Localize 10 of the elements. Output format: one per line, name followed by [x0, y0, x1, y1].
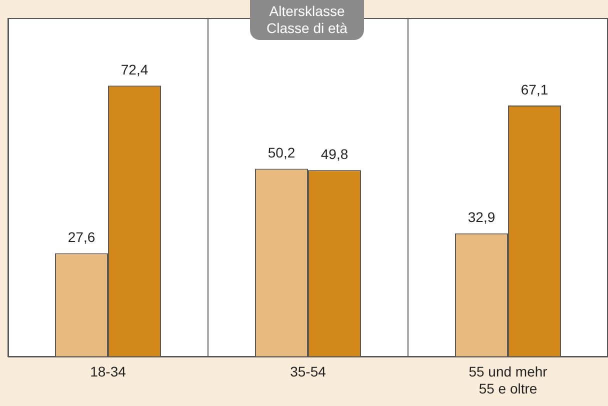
data-label: 72,4: [120, 62, 148, 78]
data-label: 67,1: [520, 81, 548, 98]
x-tick-label: 55 und mehr 55 e oltre: [468, 364, 548, 396]
data-label: 27,6: [68, 229, 96, 246]
data-label: 49,8: [320, 146, 348, 162]
data-label: 32,9: [468, 209, 496, 226]
data-label: 50,2: [268, 144, 296, 161]
x-tick-label: 35-54: [290, 364, 326, 380]
x-tick-label: 18-34: [90, 364, 126, 380]
chart-title: Altersklasse Classe di età: [250, 3, 364, 37]
